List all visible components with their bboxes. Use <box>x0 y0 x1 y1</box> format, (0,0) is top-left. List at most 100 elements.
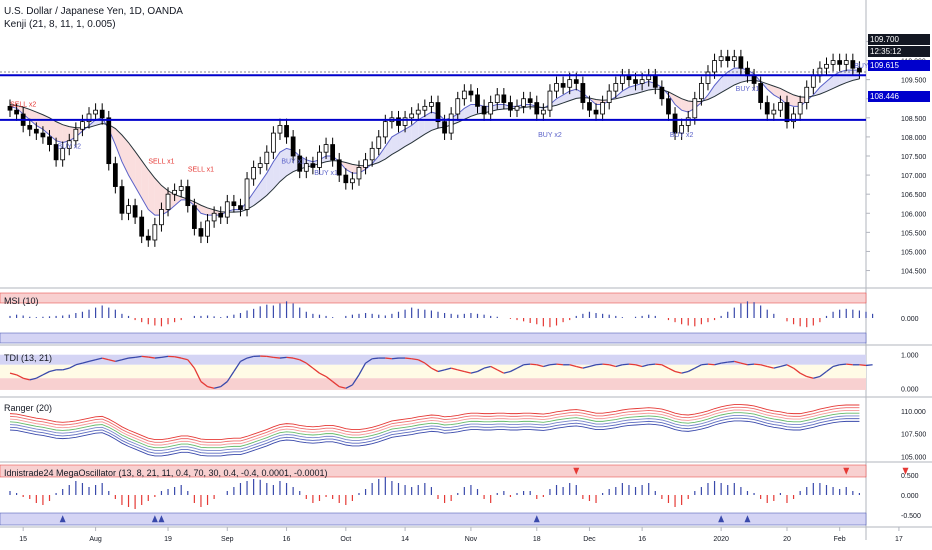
chart-title: U.S. Dollar / Japanese Yen, 1D, OANDA <box>4 6 183 17</box>
candle <box>705 65 711 91</box>
candle <box>672 107 678 140</box>
candle <box>251 160 257 186</box>
indicator-band-segment <box>135 151 142 198</box>
tdi-y-tick: 0.000 <box>901 386 919 393</box>
candle-body <box>356 167 362 180</box>
x-tick-label: 20 <box>783 536 791 543</box>
candle-body <box>679 125 685 134</box>
tdi-line-segment <box>424 362 432 369</box>
tdi-line-segment <box>266 355 274 359</box>
candle-body <box>554 83 559 92</box>
candle-body <box>738 56 744 69</box>
candle-body <box>692 98 698 119</box>
tdi-line-segment <box>694 364 702 369</box>
candle-body <box>830 60 836 65</box>
candle <box>33 122 39 140</box>
candle <box>448 107 454 140</box>
sell-signal-label: SELL x2 <box>10 101 36 108</box>
tdi-line-segment <box>635 364 643 368</box>
candle-body <box>40 132 46 138</box>
candle <box>758 76 764 110</box>
candle-body <box>99 109 105 119</box>
tdi-line-segment <box>806 375 814 379</box>
indicator-band-segment <box>174 194 182 206</box>
candle <box>323 137 329 160</box>
candle-body <box>297 155 303 172</box>
candle <box>738 49 744 76</box>
tdi-line-segment <box>411 358 419 361</box>
x-tick-label: 16 <box>283 536 291 543</box>
y-tick-label: 104.500 <box>901 269 926 276</box>
candle <box>297 149 303 179</box>
tdi-line-segment <box>207 385 215 389</box>
candle-body <box>725 56 731 61</box>
candle <box>481 99 487 121</box>
candle <box>14 103 19 121</box>
tdi-line-segment <box>655 363 662 366</box>
indicator-band-segment <box>128 142 136 187</box>
tdi-line-segment <box>240 357 248 363</box>
candle-body <box>277 125 283 134</box>
buy-signal-label: BUY x2 <box>670 132 694 139</box>
candle <box>613 76 619 98</box>
indicator-band-segment <box>385 136 392 160</box>
candle-body <box>139 216 145 237</box>
candle-body <box>652 75 658 88</box>
indicator-band-segment <box>141 160 149 210</box>
candle-body <box>317 151 322 168</box>
y-tick-label: 107.500 <box>901 154 926 161</box>
buy-signal-label: BUY x1 <box>736 86 760 93</box>
tdi-line-segment <box>273 356 281 359</box>
tdi-line-segment <box>661 364 669 369</box>
tdi-line-segment <box>42 370 50 376</box>
indicator-band-segment <box>569 89 577 101</box>
candle <box>731 49 737 68</box>
candle <box>725 49 731 68</box>
osc-up-signal <box>718 515 725 523</box>
candle <box>626 68 632 87</box>
candle <box>850 53 856 76</box>
tdi-line-segment <box>530 363 537 366</box>
tdi-line-segment <box>286 356 294 359</box>
tdi-line-segment <box>82 360 90 364</box>
candle <box>540 103 546 121</box>
tdi-line-segment <box>181 357 188 361</box>
tdi-line-segment <box>49 369 57 373</box>
tdi-line-segment <box>16 374 24 379</box>
hline-lower-tag: 108.446 <box>868 91 930 102</box>
candle-body <box>66 140 72 149</box>
tdi-line-segment <box>391 357 399 360</box>
candle-body <box>659 86 665 100</box>
candle <box>810 68 816 95</box>
candle-body <box>573 79 579 84</box>
candle <box>119 179 125 221</box>
tdi-line-segment <box>767 365 774 369</box>
candle-body <box>47 136 52 145</box>
candle <box>172 183 177 202</box>
tdi-line-segment <box>246 355 254 359</box>
y-tick-label: 107.000 <box>901 173 926 180</box>
tdi-line-segment <box>687 367 696 373</box>
osc-y-tick: 0.500 <box>901 473 919 480</box>
tdi-line-segment <box>668 367 676 373</box>
tdi-line-segment <box>714 362 722 366</box>
candle-body <box>639 79 645 84</box>
ranger-y-tick: 105.000 <box>901 454 926 461</box>
tdi-line-segment <box>464 370 472 374</box>
candle-body <box>415 109 421 115</box>
indicator-fast-line <box>9 67 860 216</box>
candle-body <box>422 105 428 111</box>
tdi-line-segment <box>62 367 70 371</box>
candle <box>567 72 573 95</box>
tdi-line-segment <box>200 381 208 388</box>
candle-body <box>93 109 98 115</box>
tdi-line-segment <box>846 363 853 366</box>
candle <box>409 107 415 125</box>
tdi-line-segment <box>701 363 709 366</box>
candle-body <box>172 189 177 195</box>
candle <box>521 91 526 114</box>
indicator-band-segment <box>29 109 37 126</box>
x-tick-label: Aug <box>89 536 102 543</box>
candle-body <box>580 83 586 103</box>
